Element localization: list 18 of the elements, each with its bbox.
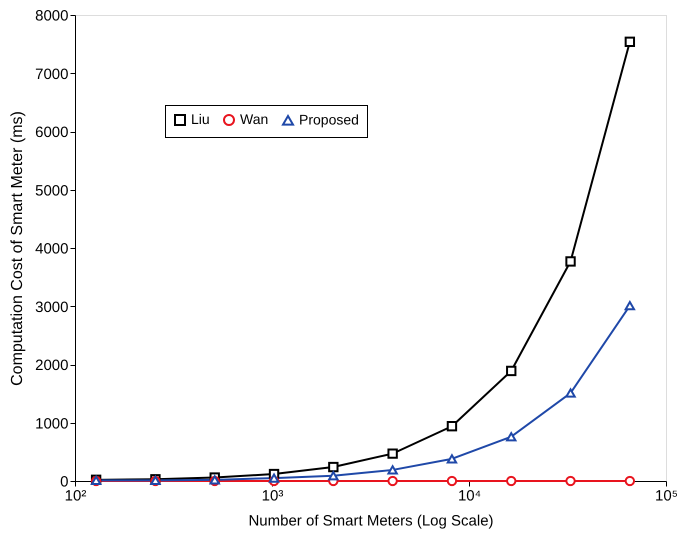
y-tick-label: 6000 xyxy=(35,124,68,141)
legend-label: Proposed xyxy=(299,111,359,128)
y-tick-label: 0 xyxy=(60,474,68,490)
x-tick-label: 10³ xyxy=(262,488,284,504)
x-axis-title: Number of Smart Meters (Log Scale) xyxy=(248,512,494,530)
y-tick-label: 2000 xyxy=(35,357,68,374)
x-tick-label: 10⁵ xyxy=(655,488,678,504)
y-tick-label: 7000 xyxy=(35,66,68,83)
x-tick-label: 10² xyxy=(64,488,86,504)
y-tick-label: 5000 xyxy=(35,182,68,200)
y-tick-label: 3000 xyxy=(35,298,68,316)
legend-label: Wan xyxy=(240,111,268,127)
y-tick-label: 8000 xyxy=(35,8,68,24)
x-tick-label: 10⁴ xyxy=(458,488,482,504)
y-tick-label: 1000 xyxy=(35,415,68,432)
legend-label: Liu xyxy=(191,111,210,127)
y-tick-label: 4000 xyxy=(35,240,68,258)
y-axis-title: Computation Cost of Smart Meter (ms) xyxy=(9,111,26,386)
